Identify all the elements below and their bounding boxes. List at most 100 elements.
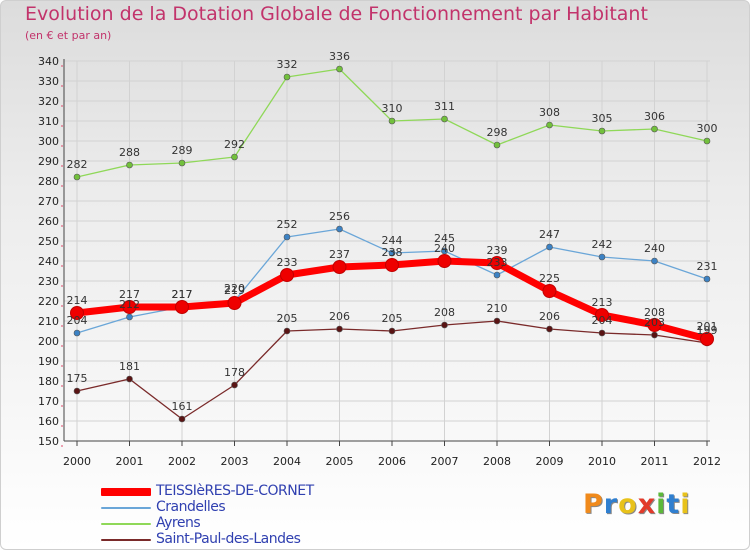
data-label: 206	[539, 310, 560, 323]
data-point	[227, 296, 242, 310]
x-tick-label: 2007	[431, 455, 459, 468]
data-label: 288	[119, 146, 140, 159]
data-point	[388, 327, 396, 335]
y-tick-label: 340	[38, 55, 59, 68]
y-tick-label: 260	[38, 215, 59, 228]
data-label: 208	[434, 306, 455, 319]
legend-label-ayrens: Ayrens	[156, 515, 201, 531]
data-label: 242	[592, 238, 613, 251]
proxiti-logo: Proxiti	[583, 489, 691, 520]
data-point	[388, 117, 396, 125]
data-label: 178	[224, 366, 245, 379]
data-label: 208	[644, 306, 665, 319]
legend-swatch-crandelles	[101, 507, 151, 509]
data-label: 239	[487, 244, 508, 257]
data-point	[336, 65, 343, 73]
x-tick-label: 2009	[536, 455, 564, 468]
data-label: 217	[172, 288, 193, 301]
data-point	[437, 254, 452, 268]
legend-item-crandelles[interactable]: Crandelles	[101, 499, 461, 516]
legend-swatch-saint-paul	[101, 539, 151, 541]
legend-swatch-ayrens	[101, 523, 151, 525]
data-label: 199	[697, 324, 718, 337]
legend-label-teissieres: TEISSIèRES-DE-CORNET	[156, 483, 314, 499]
data-label: 205	[277, 312, 298, 325]
legend-label-crandelles: Crandelles	[156, 499, 226, 515]
data-point	[700, 332, 714, 346]
data-label: 311	[434, 100, 455, 113]
y-tick-label: 230	[38, 275, 59, 288]
data-point	[126, 375, 133, 383]
data-label: 300	[697, 122, 718, 135]
y-tick-label: 270	[38, 195, 59, 208]
data-point	[493, 271, 501, 279]
y-tick-label: 170	[38, 395, 59, 408]
data-label: 206	[329, 310, 350, 323]
data-label: 213	[592, 296, 613, 309]
legend-label-saint-paul: Saint-Paul-des-Landes	[156, 531, 301, 547]
x-tick-label: 2000	[63, 455, 91, 468]
data-label: 298	[487, 126, 508, 139]
data-point	[336, 225, 343, 233]
data-point	[703, 137, 711, 145]
data-label: 233	[277, 256, 298, 269]
logo-letter: r	[603, 489, 619, 520]
legend-item-saint-paul[interactable]: Saint-Paul-des-Landes	[101, 531, 461, 548]
data-label: 238	[382, 246, 403, 259]
data-label: 237	[329, 248, 350, 261]
y-tick-label: 160	[38, 415, 59, 428]
data-label: 245	[434, 232, 455, 245]
y-tick-label: 220	[38, 295, 59, 308]
y-tick-label: 320	[38, 95, 59, 108]
y-tick-label: 150	[38, 435, 59, 448]
data-point	[178, 415, 186, 423]
data-point	[283, 73, 291, 81]
data-label: 210	[487, 302, 508, 315]
data-point	[283, 327, 291, 335]
logo-letter: o	[618, 489, 638, 520]
data-point	[231, 381, 238, 389]
data-label: 214	[67, 294, 88, 307]
x-tick-label: 2008	[483, 455, 511, 468]
data-label: 220	[224, 282, 245, 295]
logo-letter: x	[637, 489, 657, 520]
x-tick-label: 2006	[378, 455, 406, 468]
data-point	[546, 243, 553, 251]
chart-legend: TEISSIèRES-DE-CORNET Crandelles Ayrens S…	[101, 483, 461, 548]
data-point	[651, 125, 658, 133]
data-label: 175	[67, 372, 88, 385]
x-tick-label: 2004	[273, 455, 301, 468]
legend-item-ayrens[interactable]: Ayrens	[101, 515, 461, 532]
y-tick-label: 180	[38, 375, 59, 388]
data-point	[651, 331, 658, 339]
y-tick-label: 250	[38, 235, 59, 248]
data-point	[595, 308, 609, 322]
data-label: 289	[172, 144, 193, 157]
data-point	[122, 300, 137, 314]
legend-item-teissieres[interactable]: TEISSIèRES-DE-CORNET	[101, 483, 461, 500]
y-tick-label: 240	[38, 255, 59, 268]
data-point	[70, 306, 84, 320]
data-label: 161	[172, 400, 193, 413]
data-label: 204	[592, 314, 613, 327]
logo-letter: t	[666, 489, 681, 520]
data-point	[280, 268, 294, 282]
x-tick-label: 2002	[168, 455, 196, 468]
data-point	[175, 300, 189, 314]
data-label: 240	[434, 242, 455, 255]
legend-swatch-teissieres	[101, 488, 151, 496]
data-label: 308	[539, 106, 560, 119]
x-tick-label: 2011	[641, 455, 669, 468]
data-label: 336	[329, 50, 350, 63]
data-label: 219	[224, 284, 245, 297]
data-label: 217	[172, 288, 193, 301]
data-label: 256	[329, 210, 350, 223]
data-label: 305	[592, 112, 613, 125]
data-point	[598, 253, 606, 261]
chart-subtitle: (en € et par an)	[25, 29, 112, 42]
x-tick-label: 2003	[221, 455, 249, 468]
data-label: 310	[382, 102, 403, 115]
data-point	[490, 256, 504, 270]
